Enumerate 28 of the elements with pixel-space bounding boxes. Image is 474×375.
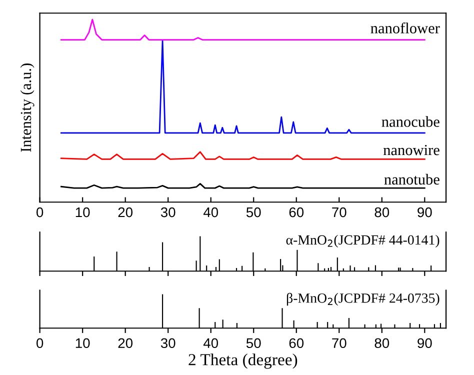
chart-title: β-MnO$_{2}$(JCPDF# 24-0735) (286, 292, 440, 306)
x-tick-label: 40 (203, 207, 218, 218)
x-tick-label: 80 (374, 207, 390, 218)
y-axis-title: Intensity (a.u.) (20, 64, 34, 152)
x-tick-label: 30 (160, 207, 176, 218)
x-axis-title: 2 Theta (degree) (188, 354, 298, 369)
x-tick-label: 90 (418, 207, 432, 218)
series-label: nanowire (383, 144, 440, 156)
x-tick-label: 80 (374, 338, 390, 348)
x-tick-label: 60 (289, 207, 304, 218)
x-tick-label: 90 (418, 338, 432, 348)
chart-title: α-MnO$_{2}$(JCPDF# 44-0141) (286, 234, 440, 248)
x-tick-label: 50 (246, 207, 261, 218)
x-tick-label: 20 (118, 207, 133, 218)
x-tick-label: 40 (203, 338, 218, 348)
x-tick-label: 70 (332, 207, 346, 218)
x-tick-label: 10 (76, 338, 90, 348)
series-label: nanocube (382, 116, 440, 127)
x-tick-label: 20 (118, 338, 133, 348)
x-tick-label: 70 (332, 338, 346, 348)
x-tick-label: 0 (36, 338, 44, 348)
x-tick-label: 50 (246, 338, 261, 348)
series-label: nanotube (384, 174, 440, 185)
x-tick-label: 60 (289, 338, 304, 348)
x-tick-label: 0 (36, 207, 44, 218)
x-tick-label: 10 (76, 207, 90, 218)
x-tick-label: 30 (160, 338, 176, 348)
series-label: nanoflower (370, 22, 440, 34)
